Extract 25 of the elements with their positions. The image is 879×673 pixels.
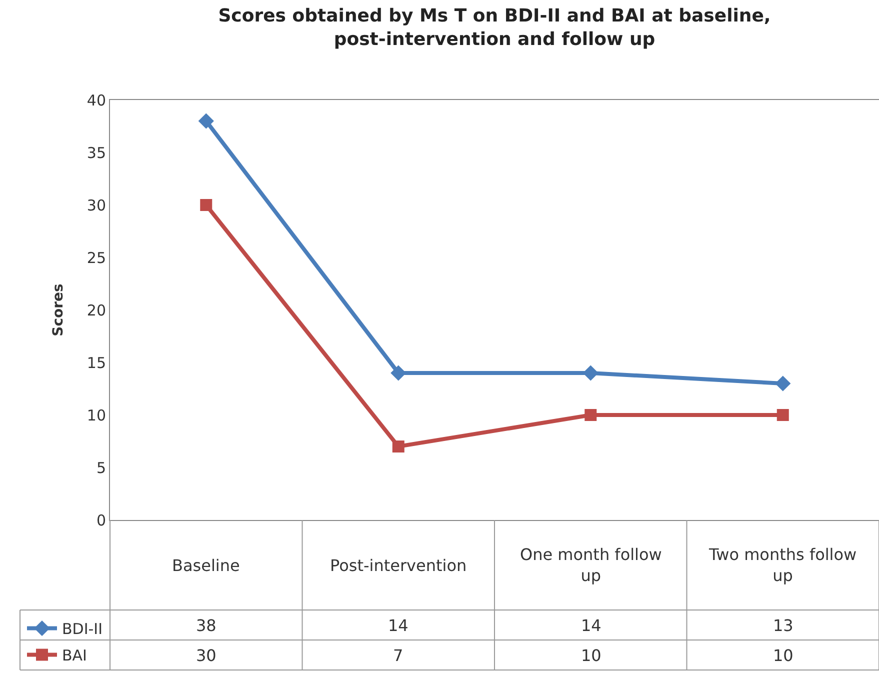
data-label: 10 [773, 646, 794, 665]
y-tick-label: 15 [86, 354, 106, 372]
x-tick-label: Post-intervention [330, 556, 467, 575]
data-label: 14 [388, 616, 408, 635]
y-tick-label: 0 [96, 511, 106, 530]
data-label: 30 [196, 646, 216, 665]
x-tick-label: One month follow up [520, 545, 662, 585]
y-tick-label: 35 [86, 144, 106, 162]
data-label: 10 [581, 646, 602, 665]
data-label: 14 [581, 616, 602, 635]
y-tick-label: 30 [86, 196, 106, 214]
data-label: 38 [196, 616, 216, 635]
y-tick-label: 40 [86, 91, 106, 110]
data-label: 7 [393, 646, 404, 665]
y-tick-label: 10 [86, 406, 106, 424]
y-tick-label: 5 [96, 458, 106, 477]
x-tick-label: Baseline [172, 556, 240, 575]
data-label: 13 [773, 616, 794, 635]
chart-title: Scores obtained by Ms T on BDI-II and BAI at baseline, post-intervention and follow up [218, 6, 771, 50]
y-tick-label: 20 [86, 301, 106, 320]
y-tick-label: 25 [86, 248, 106, 267]
legend-label: BAI [62, 646, 87, 665]
x-tick-label: Two months follow up [708, 545, 857, 585]
legend-label: BDI-II [62, 620, 103, 638]
y-axis-title: Scores [50, 284, 67, 336]
